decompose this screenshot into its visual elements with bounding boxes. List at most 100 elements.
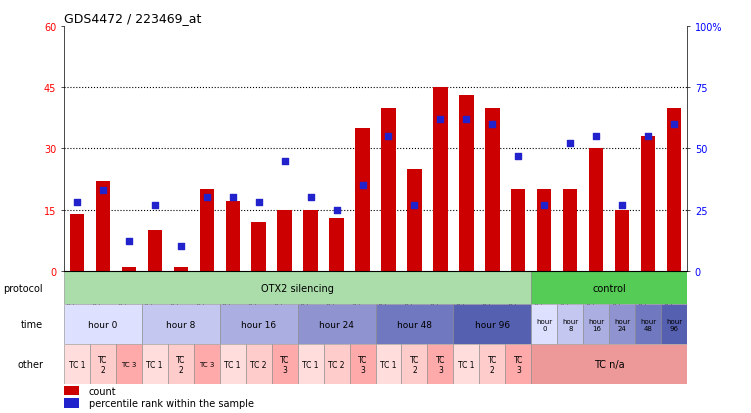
- Text: TC
2: TC 2: [487, 355, 497, 374]
- Point: [97, 187, 109, 194]
- Point: [668, 121, 680, 128]
- Text: TC 1: TC 1: [68, 360, 85, 369]
- Bar: [615, 210, 629, 271]
- Bar: [200, 190, 214, 271]
- Bar: [252, 222, 266, 271]
- Point: [590, 133, 602, 140]
- Bar: [324, 344, 349, 385]
- Bar: [382, 108, 396, 271]
- Bar: [505, 344, 532, 385]
- Bar: [64, 344, 90, 385]
- Text: TC 3: TC 3: [199, 361, 214, 368]
- Bar: [297, 344, 324, 385]
- Bar: [220, 344, 246, 385]
- Bar: [64, 399, 80, 408]
- Text: TC 1: TC 1: [146, 360, 163, 369]
- Bar: [220, 304, 297, 344]
- Text: time: time: [21, 320, 43, 330]
- Bar: [589, 149, 603, 271]
- Point: [409, 202, 421, 209]
- Point: [149, 202, 161, 209]
- Bar: [635, 304, 661, 344]
- Bar: [479, 344, 505, 385]
- Bar: [122, 267, 136, 271]
- Text: OTX2 silencing: OTX2 silencing: [261, 283, 334, 293]
- Bar: [454, 304, 532, 344]
- Text: TC
3: TC 3: [280, 355, 289, 374]
- Bar: [225, 202, 240, 271]
- Bar: [277, 210, 291, 271]
- Bar: [537, 190, 551, 271]
- Bar: [557, 304, 584, 344]
- Bar: [303, 210, 318, 271]
- Text: TC
3: TC 3: [357, 355, 367, 374]
- Text: hour
24: hour 24: [614, 318, 630, 331]
- Text: count: count: [89, 386, 116, 396]
- Bar: [272, 344, 297, 385]
- Bar: [460, 96, 474, 271]
- Bar: [407, 169, 421, 271]
- Text: percentile rank within the sample: percentile rank within the sample: [89, 399, 254, 408]
- Bar: [661, 304, 687, 344]
- Bar: [349, 344, 376, 385]
- Text: TC 1: TC 1: [303, 360, 319, 369]
- Text: TC 2: TC 2: [250, 360, 267, 369]
- Bar: [167, 344, 194, 385]
- Bar: [402, 344, 427, 385]
- Point: [487, 121, 499, 128]
- Point: [252, 199, 264, 206]
- Bar: [584, 304, 609, 344]
- Bar: [142, 304, 220, 344]
- Text: TC 1: TC 1: [380, 360, 397, 369]
- Bar: [330, 218, 344, 271]
- Bar: [376, 304, 454, 344]
- Bar: [246, 344, 272, 385]
- Text: TC 3: TC 3: [121, 361, 137, 368]
- Point: [330, 207, 342, 214]
- Bar: [148, 230, 162, 271]
- Point: [201, 195, 213, 201]
- Bar: [511, 190, 526, 271]
- Text: hour 16: hour 16: [241, 320, 276, 329]
- Text: hour 96: hour 96: [475, 320, 510, 329]
- Text: TC
2: TC 2: [98, 355, 107, 374]
- Bar: [64, 304, 142, 344]
- Bar: [173, 267, 188, 271]
- Point: [460, 116, 472, 123]
- Text: hour
8: hour 8: [562, 318, 578, 331]
- Bar: [641, 137, 656, 271]
- Bar: [609, 304, 635, 344]
- Bar: [454, 344, 479, 385]
- Bar: [70, 214, 84, 271]
- Text: control: control: [593, 283, 626, 293]
- Bar: [532, 271, 687, 304]
- Bar: [64, 386, 80, 395]
- Text: hour
16: hour 16: [588, 318, 605, 331]
- Point: [227, 195, 239, 201]
- Text: hour
48: hour 48: [640, 318, 656, 331]
- Bar: [142, 344, 167, 385]
- Bar: [90, 344, 116, 385]
- Text: hour 48: hour 48: [397, 320, 432, 329]
- Point: [617, 202, 629, 209]
- Bar: [532, 304, 557, 344]
- Point: [71, 199, 83, 206]
- Bar: [116, 344, 142, 385]
- Bar: [485, 108, 499, 271]
- Bar: [433, 88, 448, 271]
- Text: TC 1: TC 1: [458, 360, 475, 369]
- Bar: [427, 344, 454, 385]
- Bar: [667, 108, 681, 271]
- Text: hour 0: hour 0: [88, 320, 117, 329]
- Point: [538, 202, 550, 209]
- Point: [512, 153, 524, 160]
- Point: [434, 116, 446, 123]
- Text: TC
3: TC 3: [436, 355, 445, 374]
- Text: hour 24: hour 24: [319, 320, 354, 329]
- Point: [175, 243, 187, 250]
- Point: [305, 195, 317, 201]
- Text: GDS4472 / 223469_at: GDS4472 / 223469_at: [64, 12, 201, 25]
- Text: other: other: [17, 359, 43, 370]
- Point: [279, 158, 291, 164]
- Point: [382, 133, 394, 140]
